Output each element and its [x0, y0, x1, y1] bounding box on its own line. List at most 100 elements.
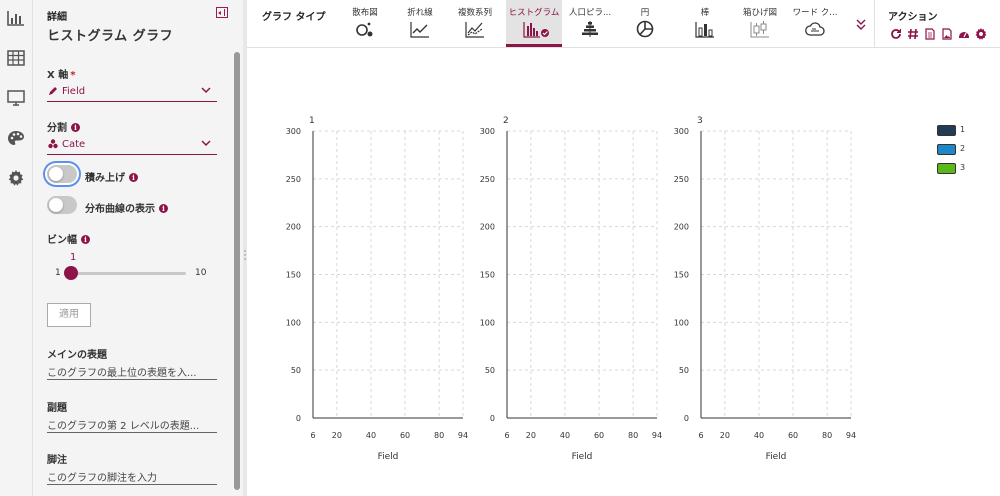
- chevron-down-icon: [201, 87, 211, 94]
- gear-icon[interactable]: [4, 166, 28, 190]
- y-tick-label: 200: [674, 223, 689, 232]
- x-tick-label: 60: [594, 431, 604, 440]
- pencil-icon: [49, 87, 57, 95]
- split-label: 分割 i: [47, 119, 80, 134]
- y-tick-label: 150: [286, 271, 301, 280]
- split-value: Cate: [62, 139, 86, 150]
- y-tick-label: 50: [291, 366, 301, 375]
- legend-label: 1: [960, 125, 966, 134]
- chart-type-word-cloud[interactable]: ワード ク...: [788, 0, 842, 47]
- x-tick-label: 80: [628, 431, 638, 440]
- chart-type-scatter[interactable]: 散布図: [338, 0, 392, 47]
- footnote-label: 脚注: [47, 455, 67, 466]
- required-marker: *: [70, 70, 76, 81]
- panel-title: ヒストグラム グラフ: [47, 29, 174, 44]
- x-axis-label: Field: [766, 452, 787, 462]
- x-tick-label: 80: [434, 431, 444, 440]
- chart-type-boxplot[interactable]: 箱ひげ図: [733, 0, 787, 47]
- x-axis-value: Field: [62, 86, 86, 97]
- gear-icon[interactable]: [975, 28, 987, 40]
- y-tick-label: 300: [674, 127, 689, 136]
- apply-button[interactable]: 適用: [47, 303, 91, 327]
- refresh-icon[interactable]: [890, 28, 902, 40]
- chart-type-bar[interactable]: 棒: [678, 0, 732, 47]
- bin-width-slider-handle[interactable]: [64, 266, 78, 280]
- distribution-label-text: 分布曲線の表示: [85, 204, 155, 215]
- multi-series-icon: [465, 22, 484, 38]
- bin-width-label-text: ビン幅: [47, 235, 77, 246]
- panel-splitter[interactable]: [243, 0, 247, 496]
- x-tick-label: 94: [458, 431, 468, 440]
- drag-handle-icon: · · ·: [243, 247, 247, 265]
- chart-type-multi-series[interactable]: 複数系列: [448, 0, 502, 47]
- y-tick-label: 250: [286, 175, 301, 184]
- x-tick-label: 60: [400, 431, 410, 440]
- y-tick-label: 250: [674, 175, 689, 184]
- info-icon[interactable]: i: [159, 204, 168, 213]
- x-tick-label: 40: [366, 431, 376, 440]
- y-tick-label: 100: [480, 318, 495, 327]
- y-tick-label: 300: [480, 127, 495, 136]
- facet-title: 1: [309, 116, 315, 126]
- subtitle-input[interactable]: このグラフの第 2 レベルの表題...: [47, 413, 217, 433]
- image-icon[interactable]: [941, 28, 953, 40]
- toolbar-divider: [874, 0, 875, 47]
- chart-type-pyramid[interactable]: 人口ピラ...: [563, 0, 617, 47]
- x-tick-label: 6: [504, 431, 509, 440]
- main-title-input[interactable]: このグラフの最上位の表題を入...: [47, 360, 217, 380]
- legend-label: 3: [960, 163, 966, 172]
- y-tick-label: 50: [485, 366, 495, 375]
- line-icon: [410, 22, 429, 38]
- bin-width-slider-track[interactable]: [71, 272, 186, 275]
- scrollbar-thumb[interactable]: [234, 52, 240, 490]
- more-chart-types-icon[interactable]: [853, 16, 869, 32]
- collapse-panel-icon[interactable]: [216, 7, 228, 18]
- stacked-label-text: 積み上げ: [85, 173, 125, 184]
- info-icon[interactable]: i: [71, 123, 80, 132]
- chart-type-histogram[interactable]: ヒストグラム: [506, 0, 562, 47]
- histogram-icon: [523, 22, 549, 38]
- distribution-curve-label: 分布曲線の表示 i: [85, 200, 168, 215]
- y-tick-label: 0: [684, 414, 689, 423]
- distribution-curve-toggle[interactable]: [47, 196, 77, 214]
- stacked-toggle[interactable]: [47, 165, 77, 183]
- y-tick-label: 50: [679, 366, 689, 375]
- x-tick-label: 20: [332, 431, 342, 440]
- bin-width-min: 1: [55, 268, 61, 278]
- info-icon[interactable]: i: [81, 235, 90, 244]
- footnote-input[interactable]: このグラフの脚注を入力: [47, 465, 217, 485]
- chart-type-label: 箱ひげ図: [742, 8, 777, 18]
- table-icon[interactable]: [4, 46, 28, 70]
- chart-type-label: 円: [640, 8, 650, 18]
- bar-chart-icon[interactable]: [4, 6, 28, 30]
- x-tick-label: 60: [788, 431, 798, 440]
- actions-label: アクション: [888, 12, 938, 23]
- pyramid-icon: [582, 21, 598, 37]
- chart-type-label: 散布図: [352, 8, 378, 18]
- chart-type-label: グラフ タイプ: [262, 12, 326, 23]
- chart-type-pie[interactable]: 円: [618, 0, 672, 47]
- y-tick-label: 0: [490, 414, 495, 423]
- bin-width-label: ビン幅 i: [47, 231, 90, 246]
- facet-title: 2: [503, 116, 509, 126]
- x-tick-label: 80: [822, 431, 832, 440]
- chevron-down-icon: [201, 140, 211, 147]
- chart-type-label: 複数系列: [457, 8, 492, 18]
- dashboard-icon[interactable]: [958, 28, 970, 40]
- x-axis-select[interactable]: Field: [47, 82, 217, 102]
- palette-icon[interactable]: [4, 126, 28, 150]
- x-tick-label: 94: [652, 431, 662, 440]
- csv-icon[interactable]: [924, 28, 936, 40]
- chart-type-label: 折れ線: [407, 8, 433, 18]
- chart-type-line[interactable]: 折れ線: [393, 0, 447, 47]
- y-tick-label: 300: [286, 127, 301, 136]
- chart-type-label: ワード ク...: [792, 8, 838, 18]
- monitor-icon[interactable]: [4, 86, 28, 110]
- split-select[interactable]: Cate: [47, 135, 217, 155]
- info-icon[interactable]: i: [129, 173, 138, 182]
- y-tick-label: 200: [480, 223, 495, 232]
- hash-icon[interactable]: [907, 28, 919, 40]
- x-tick-label: 20: [720, 431, 730, 440]
- x-tick-label: 6: [310, 431, 315, 440]
